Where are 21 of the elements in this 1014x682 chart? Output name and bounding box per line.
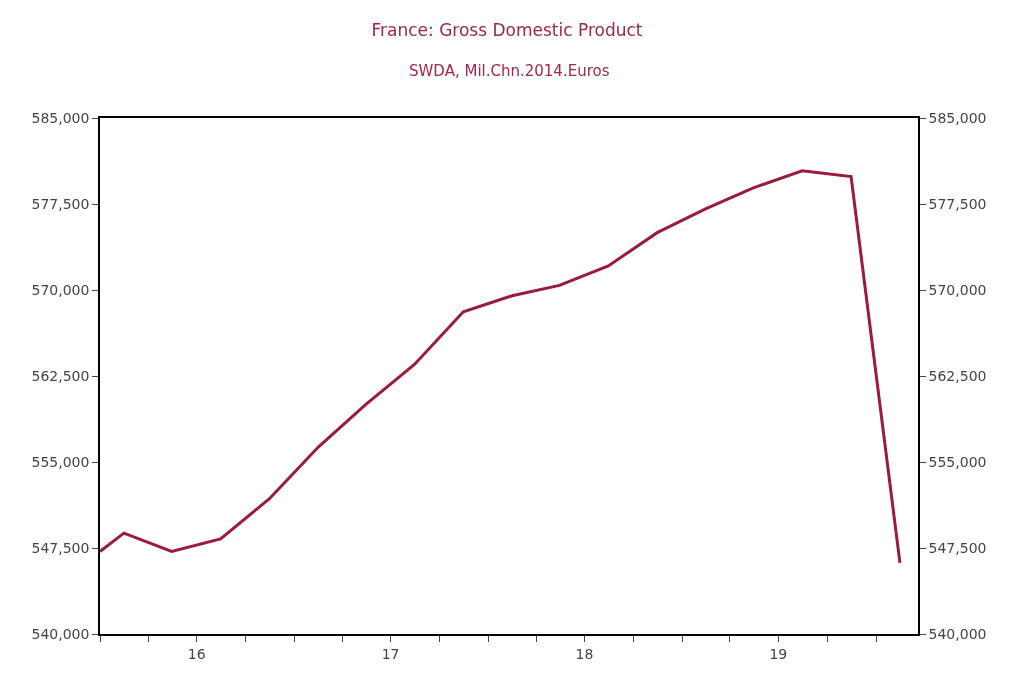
line-series bbox=[100, 169, 902, 565]
y-tick-label: 555,000 bbox=[31, 453, 90, 470]
y-tick-label: 547,500 bbox=[31, 539, 90, 556]
y2-tick-label: 547,500 bbox=[928, 539, 987, 556]
y-tick-label: 562,500 bbox=[31, 367, 90, 384]
y-tick-label: 570,000 bbox=[31, 281, 90, 298]
y-tick-label: 577,500 bbox=[31, 195, 90, 212]
x-tick-label: 17 bbox=[381, 645, 400, 662]
y2-tick-label: 562,500 bbox=[928, 367, 987, 384]
y2-tick-label: 570,000 bbox=[928, 281, 987, 298]
x-tick-label: 16 bbox=[187, 645, 206, 662]
y2-tick-label: 577,500 bbox=[928, 195, 987, 212]
x-tick-label: 19 bbox=[769, 645, 788, 662]
y2-tick-label: 540,000 bbox=[928, 625, 987, 642]
chart-title: France: Gross Domestic Product bbox=[371, 19, 643, 40]
chart-subtitle: SWDA, Mil.Chn.2014.Euros bbox=[409, 62, 610, 80]
y-tick-label: 540,000 bbox=[31, 625, 90, 642]
y2-tick-label: 585,000 bbox=[928, 109, 987, 126]
x-tick-label: 18 bbox=[575, 645, 594, 662]
y-tick-label: 585,000 bbox=[31, 109, 90, 126]
y2-tick-label: 555,000 bbox=[928, 453, 987, 470]
